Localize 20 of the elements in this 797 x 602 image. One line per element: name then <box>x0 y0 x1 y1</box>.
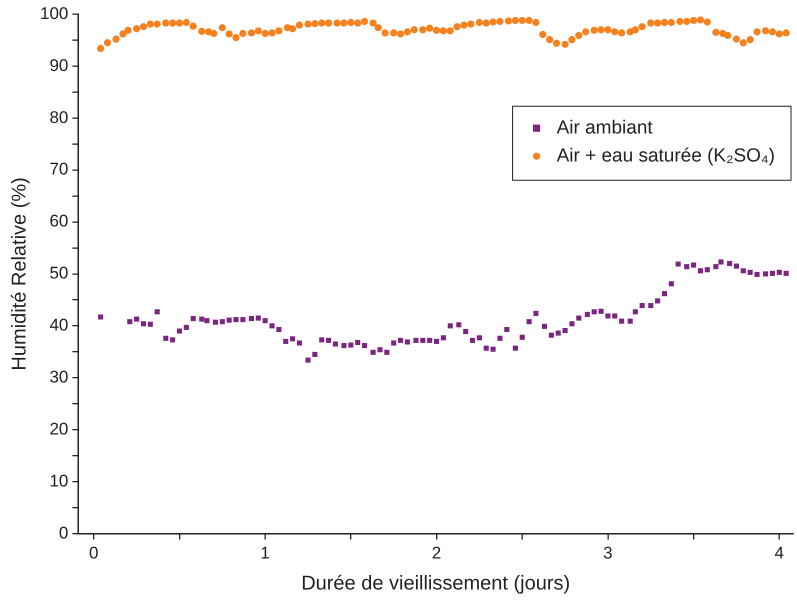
y-tick-label: 70 <box>49 160 68 179</box>
y-tick-label: 40 <box>49 316 68 335</box>
y-axis-title: Humidité Relative (%) <box>8 177 31 371</box>
x-tick-label: 0 <box>89 543 99 562</box>
y-tick-label: 80 <box>49 108 68 127</box>
x-tick-label: 2 <box>432 543 442 562</box>
y-tick-label: 100 <box>40 4 68 23</box>
y-tick-label: 30 <box>49 367 68 386</box>
y-tick-label: 90 <box>49 56 68 75</box>
x-tick-label: 1 <box>260 543 270 562</box>
y-tick-label: 0 <box>58 523 68 542</box>
legend-label: Air + eau saturée (K₂SO₄) <box>556 145 776 166</box>
x-axis-title: Durée de vieillissement (jours) <box>301 572 570 595</box>
y-tick-label: 20 <box>49 419 68 438</box>
x-tick-label: 4 <box>774 543 784 562</box>
y-tick-label: 60 <box>49 212 68 231</box>
y-tick-label: 50 <box>49 264 68 283</box>
legend-label: Air ambiant <box>556 117 654 138</box>
y-tick-label: 10 <box>49 471 68 490</box>
x-tick-label: 3 <box>603 543 613 562</box>
